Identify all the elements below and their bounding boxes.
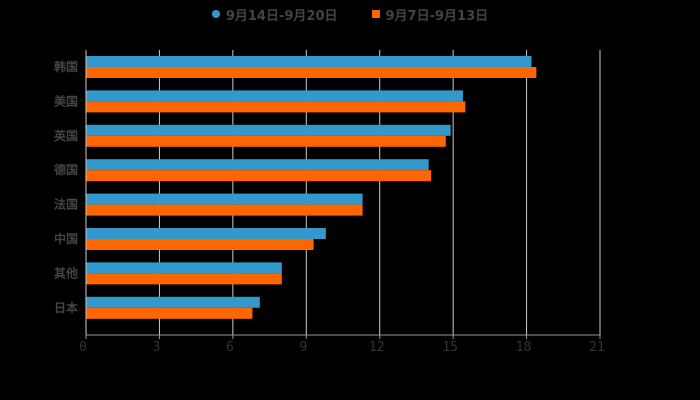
x-tick-label: 12 xyxy=(369,340,385,355)
bar[interactable] xyxy=(86,273,282,285)
x-tick-label: 0 xyxy=(79,340,87,355)
bar[interactable] xyxy=(86,204,363,216)
category-label: 韩国 xyxy=(54,59,78,74)
bar[interactable] xyxy=(86,159,429,171)
bar[interactable] xyxy=(86,262,282,274)
legend-label: 9月14日-9月20日 xyxy=(225,8,338,24)
bar[interactable] xyxy=(86,170,432,182)
square-marker-icon xyxy=(371,10,380,18)
bar[interactable] xyxy=(86,135,446,147)
x-tick-label: 9 xyxy=(299,340,307,355)
bar[interactable] xyxy=(86,67,537,78)
x-tick-label: 18 xyxy=(516,340,532,355)
category-label: 其他 xyxy=(54,265,78,280)
bar[interactable] xyxy=(86,228,326,239)
legend-item-week2[interactable]: 9月14日-9月20日 xyxy=(211,4,338,24)
circle-marker-icon xyxy=(211,10,220,18)
category-label: 英国 xyxy=(54,128,78,143)
bar[interactable] xyxy=(86,307,253,319)
bar[interactable] xyxy=(86,239,314,250)
legend-label: 9月7日-9月13日 xyxy=(385,8,489,24)
category-label: 美国 xyxy=(54,93,78,108)
x-tick-label: 3 xyxy=(153,340,161,355)
category-label: 法国 xyxy=(54,197,78,212)
chart-legend: 9月14日-9月20日 9月7日-9月13日 xyxy=(0,4,700,24)
bar[interactable] xyxy=(86,90,463,102)
category-label: 日本 xyxy=(54,300,78,315)
bar[interactable] xyxy=(86,56,532,67)
bar[interactable] xyxy=(86,296,260,308)
bar[interactable] xyxy=(86,193,363,205)
bar[interactable] xyxy=(86,101,466,113)
category-label: 德国 xyxy=(54,162,78,177)
legend-item-week1[interactable]: 9月7日-9月13日 xyxy=(371,4,489,24)
x-tick-label: 6 xyxy=(226,340,234,355)
category-label: 中国 xyxy=(54,231,78,246)
x-tick-label: 21 xyxy=(589,340,605,355)
x-tick-label: 15 xyxy=(442,340,458,355)
bar[interactable] xyxy=(86,124,451,136)
